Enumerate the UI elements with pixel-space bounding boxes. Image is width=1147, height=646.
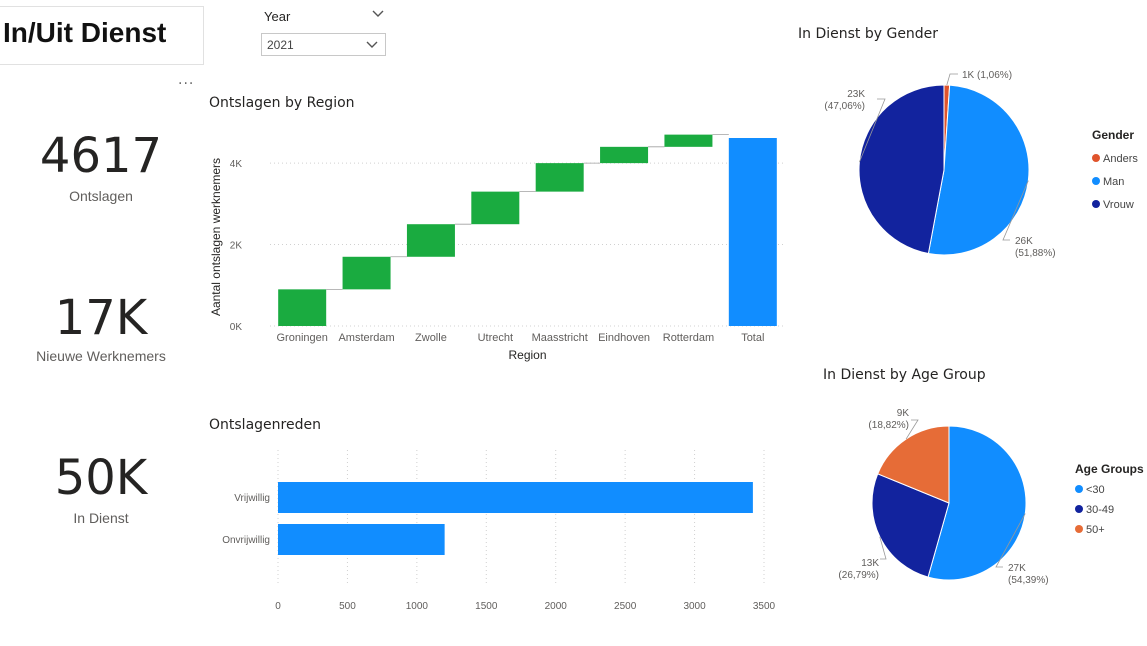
pie-slice[interactable]	[927, 425, 1027, 581]
waterfall-bar[interactable]	[728, 138, 777, 326]
age-chart-title: In Dienst by Age Group	[823, 367, 986, 383]
y-tick-label: 0K	[230, 322, 243, 333]
y-axis-title: Aantal ontslagen werknemers	[209, 158, 223, 316]
legend-marker	[1092, 177, 1100, 185]
data-label-percent: (26,79%)	[838, 570, 879, 581]
x-tick-label: 3500	[753, 601, 776, 612]
waterfall-bar[interactable]	[535, 163, 584, 192]
y-tick-label: 2K	[230, 241, 243, 252]
pie-slice[interactable]	[877, 425, 950, 504]
data-label-percent: (18,82%)	[868, 420, 909, 431]
slicer-collapse-chevron-icon[interactable]	[371, 8, 385, 22]
year-dropdown[interactable]: 2021	[261, 33, 386, 56]
x-tick-label: 1500	[475, 601, 498, 612]
more-options-icon[interactable]: ...	[178, 72, 195, 88]
data-label-value: 9K	[897, 408, 910, 419]
data-label-value: 23K	[847, 89, 865, 100]
x-tick-label: 3000	[683, 601, 706, 612]
legend-item[interactable]: Vrouw	[1103, 199, 1134, 211]
reason-bar[interactable]	[278, 482, 753, 513]
x-tick-label: 500	[339, 601, 356, 612]
data-label-percent: (54,39%)	[1008, 575, 1049, 586]
kpi-ontslagen-label: Ontslagen	[69, 188, 133, 204]
x-tick-label: Utrecht	[478, 332, 513, 344]
gender-pie-chart[interactable]: 1K (1,06%) 26K(51,88%) 23K(47,06%) Gender An…	[800, 55, 1147, 275]
x-tick-label: 2500	[614, 601, 637, 612]
leader-line	[879, 536, 887, 560]
x-tick-label: Total	[741, 332, 764, 344]
waterfall-bar[interactable]	[342, 256, 391, 290]
data-label-percent: (51,88%)	[1015, 248, 1056, 259]
data-label: 1K (1,06%)	[962, 70, 1012, 81]
y-tick-label: 4K	[230, 159, 243, 170]
pie-slice[interactable]	[858, 84, 945, 255]
waterfall-bar[interactable]	[406, 224, 455, 257]
y-tick-label: Vrijwillig	[234, 493, 270, 504]
data-label-value: 27K	[1008, 563, 1026, 574]
kpi-nieuwe-werknemers-label: Nieuwe Werknemers	[36, 348, 166, 364]
x-tick-label: Zwolle	[415, 332, 447, 344]
waterfall-bar[interactable]	[278, 289, 327, 326]
legend-title: Age Groups	[1075, 462, 1144, 476]
x-axis-title: Region	[508, 348, 546, 362]
legend-marker	[1075, 525, 1083, 533]
chevron-down-icon	[365, 39, 379, 53]
reason-chart-title: Ontslagenreden	[209, 417, 321, 433]
legend-item[interactable]: Man	[1103, 176, 1124, 188]
leader-line	[858, 98, 886, 163]
x-tick-label: Eindhoven	[598, 332, 650, 344]
legend-title: Gender	[1092, 128, 1134, 142]
waterfall-bar[interactable]	[600, 146, 649, 164]
region-chart-title: Ontslagen by Region	[209, 95, 355, 111]
reason-bar[interactable]	[278, 524, 445, 555]
legend-marker	[1075, 485, 1083, 493]
x-tick-label: 2000	[545, 601, 568, 612]
data-label-value: 26K	[1015, 236, 1033, 247]
year-slicer-label: Year	[264, 9, 291, 24]
gender-chart-title: In Dienst by Gender	[798, 26, 939, 42]
kpi-ontslagen-value: 4617	[39, 128, 163, 184]
reason-bar-chart[interactable]: 0 500 1000 1500 2000 2500 3000 3500 Vrijwillig On…	[200, 440, 800, 620]
kpi-nieuwe-werknemers-value: 17K	[54, 290, 148, 346]
waterfall-bar[interactable]	[471, 191, 520, 225]
legend-marker	[1075, 505, 1083, 513]
year-dropdown-value: 2021	[267, 38, 294, 52]
leader-line	[1002, 180, 1029, 241]
pie-slice[interactable]	[871, 473, 950, 578]
legend-marker	[1092, 154, 1100, 162]
y-tick-label: Onvrijwillig	[222, 535, 270, 546]
x-tick-label: Maasstricht	[532, 332, 588, 344]
legend-item[interactable]: <30	[1086, 484, 1105, 496]
x-tick-label: 1000	[406, 601, 429, 612]
leader-line	[905, 419, 919, 440]
leader-line	[995, 513, 1026, 568]
report-title: In/Uit Dienst	[3, 17, 167, 48]
legend-item[interactable]: 30-49	[1086, 504, 1114, 516]
leader-line	[946, 73, 958, 86]
age-pie-chart[interactable]: 27K(54,39%) 13K(26,79%) 9K(18,82%) Age Grou…	[800, 395, 1147, 605]
report-title-card: In/Uit Dienst	[0, 6, 204, 65]
x-tick-label: Rotterdam	[663, 332, 714, 344]
data-label-value: 13K	[861, 558, 879, 569]
legend-marker	[1092, 200, 1100, 208]
waterfall-bar[interactable]	[664, 134, 713, 147]
x-tick-label: Groningen	[277, 332, 328, 344]
legend-item[interactable]: Anders	[1103, 153, 1138, 165]
kpi-in-dienst-label: In Dienst	[73, 510, 129, 526]
x-tick-label: 0	[275, 601, 281, 612]
kpi-in-dienst-value: 50K	[54, 450, 148, 506]
legend-item[interactable]: 50+	[1086, 524, 1105, 536]
data-label-percent: (47,06%)	[824, 101, 865, 112]
x-tick-label: Amsterdam	[338, 332, 394, 344]
region-waterfall-chart[interactable]: 0K 2K 4K Groningen Amsterdam Zwolle Utrecht Maa…	[200, 115, 800, 370]
